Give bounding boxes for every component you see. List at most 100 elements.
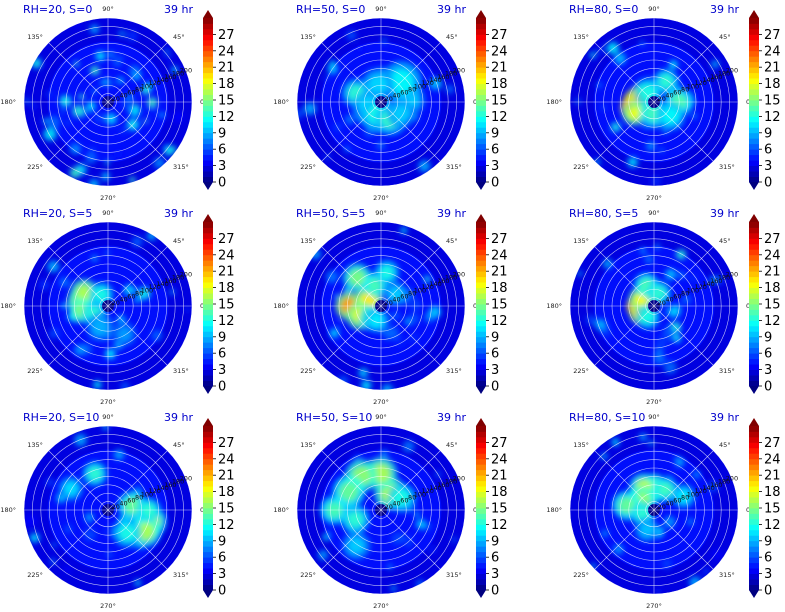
radial-label: 200: [180, 271, 192, 279]
radial-label: 100: [141, 490, 153, 498]
colorbar-tick-label: 15: [491, 298, 508, 313]
angular-gridline: [380, 101, 441, 162]
time-label: 39 hr: [437, 207, 466, 220]
panel-title: RH=80, S=10: [569, 411, 645, 424]
angle-label: 45°: [446, 441, 458, 449]
colorbar-tick-label: 12: [218, 518, 235, 533]
radial-label: 60: [673, 89, 681, 97]
colorbar-tick-label: 3: [764, 363, 772, 378]
radial-label: 80: [681, 493, 689, 501]
colorbar-tick-label: 9: [491, 330, 499, 345]
angle-label: 270°: [100, 602, 116, 610]
colorbar-extend-max: [749, 418, 759, 426]
colorbar-tick-label: 18: [218, 485, 235, 500]
colorbar-extend-max: [749, 214, 759, 222]
radial-label: 100: [141, 286, 153, 294]
colorbar-tick-label: 6: [491, 347, 499, 362]
angular-gridline: [48, 450, 109, 511]
colorbar-tick-label: 15: [764, 298, 781, 313]
colorbar-tick-label: 6: [218, 143, 226, 158]
radial-label: 140: [429, 280, 441, 288]
panel: 90°45°0°315°270°225°180°135°204060801001…: [546, 204, 785, 408]
angular-gridline: [380, 305, 441, 366]
colorbar-tick-label: 9: [218, 126, 226, 141]
colorbar-tick-label: 27: [218, 232, 235, 247]
angle-label: 315°: [446, 367, 462, 375]
radial-label: 180: [445, 274, 457, 282]
polar-chart: 90°45°0°315°270°225°180°135°204060801001…: [546, 3, 781, 202]
angle-label: 225°: [300, 571, 316, 579]
radial-label: 140: [702, 280, 714, 288]
colorbar-tick-label: 3: [218, 159, 226, 174]
colorbar-tick-label: 12: [218, 314, 235, 329]
panel-title: RH=20, S=0: [23, 3, 92, 16]
colorbar-tick-label: 27: [764, 436, 781, 451]
radial-label: 180: [445, 478, 457, 486]
angle-label: 315°: [719, 367, 735, 375]
radial-label: 200: [726, 67, 738, 75]
angle-label: 135°: [27, 237, 43, 245]
colorbar-tick-label: 0: [764, 584, 772, 599]
radial-label: 100: [687, 286, 699, 294]
angle-label: 225°: [300, 163, 316, 171]
colorbar-tick-label: 24: [491, 44, 508, 59]
radial-label: 60: [400, 497, 408, 505]
radial-label: 200: [726, 271, 738, 279]
radial-label: 140: [702, 484, 714, 492]
colorbar-extend-max: [749, 10, 759, 18]
colorbar-extend-min: [476, 182, 486, 190]
panel: 90°45°0°315°270°225°180°135°204060801001…: [273, 408, 535, 612]
time-label: 39 hr: [437, 3, 466, 16]
colorbar-tick-label: 24: [218, 452, 235, 467]
colorbar-tick-label: 18: [218, 281, 235, 296]
angular-gridline: [48, 42, 109, 103]
radial-label: 80: [408, 85, 416, 93]
radial-label: 20: [112, 503, 120, 511]
radial-label: 140: [429, 76, 441, 84]
colorbar-tick-label: 18: [491, 281, 508, 296]
colorbar-tick-label: 0: [218, 176, 226, 191]
radial-label: 120: [422, 283, 434, 291]
colorbar-tick-label: 21: [764, 265, 781, 280]
panel: 90°45°0°315°270°225°180°135°204060801001…: [273, 0, 535, 204]
colorbar-tick-label: 24: [764, 44, 781, 59]
colorbar-extend-max: [203, 10, 213, 18]
colorbar-tick-label: 9: [218, 534, 226, 549]
radial-label: 160: [164, 277, 176, 285]
radial-label: 40: [119, 500, 127, 508]
angular-gridline: [321, 101, 382, 162]
polar-chart: 90°45°0°315°270°225°180°135°204060801001…: [0, 411, 235, 610]
angle-label: 225°: [300, 367, 316, 375]
colorbar-extend-max: [476, 10, 486, 18]
colorbar-extend-min: [203, 590, 213, 598]
radial-label: 80: [681, 289, 689, 297]
colorbar-tick-label: 3: [491, 159, 499, 174]
angular-gridline: [48, 246, 109, 307]
angular-gridline: [653, 509, 714, 570]
radial-label: 160: [437, 481, 449, 489]
angular-gridline: [48, 509, 109, 570]
radial-label: 120: [422, 79, 434, 87]
colorbar-tick-label: 9: [764, 534, 772, 549]
polar-chart: 90°45°0°315°270°225°180°135°204060801001…: [273, 411, 507, 610]
radial-label: 100: [414, 490, 426, 498]
radial-label: 100: [141, 82, 153, 90]
angular-gridline: [380, 450, 441, 511]
angular-gridline: [380, 509, 441, 570]
polar-chart: 90°45°0°315°270°225°180°135°204060801001…: [273, 207, 508, 406]
radial-label: 120: [149, 283, 161, 291]
radial-label: 120: [149, 79, 161, 87]
angle-label: 270°: [373, 194, 389, 202]
radial-label: 140: [702, 76, 714, 84]
angular-gridline: [107, 42, 168, 103]
radial-label: 120: [422, 487, 434, 495]
angle-label: 315°: [446, 163, 462, 171]
panel-title: RH=80, S=5: [569, 207, 638, 220]
radial-label: 20: [385, 503, 393, 511]
angle-label: 225°: [27, 571, 43, 579]
radial-label: 200: [453, 271, 465, 279]
colorbar-tick-label: 21: [491, 61, 508, 76]
colorbar-tick-label: 6: [218, 347, 226, 362]
